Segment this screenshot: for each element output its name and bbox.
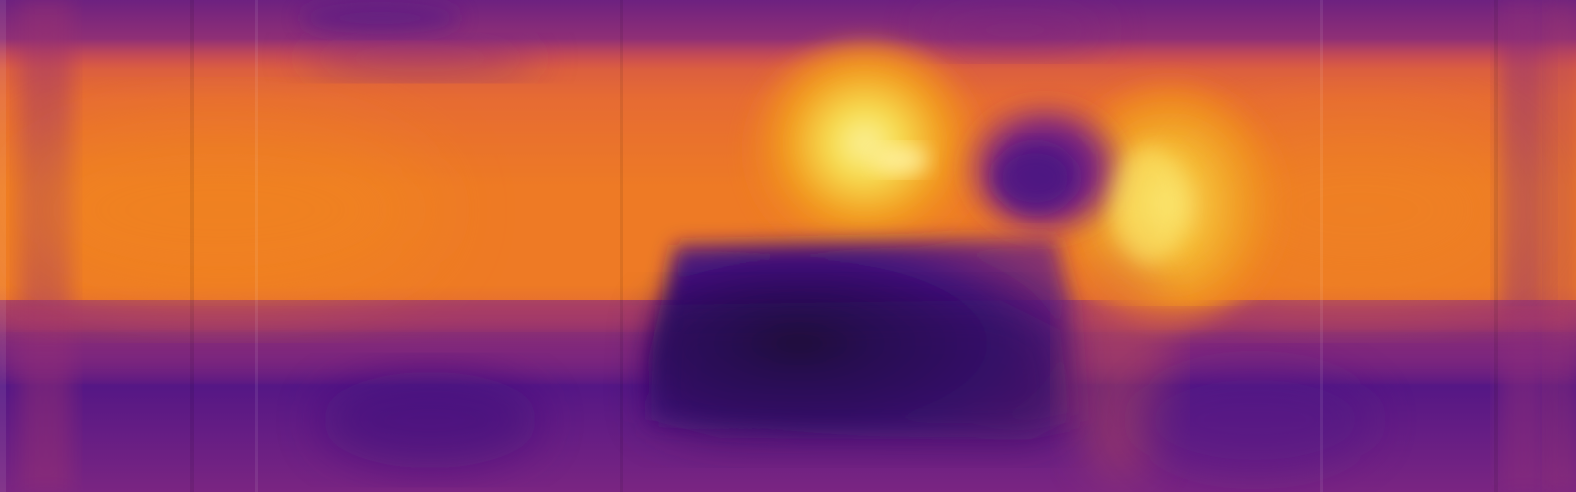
hot-spot-right bbox=[1112, 147, 1188, 263]
dark-object-top-center bbox=[963, 100, 1127, 240]
hot-spot-left bbox=[872, 146, 928, 174]
dark-box-shape bbox=[648, 238, 1080, 430]
